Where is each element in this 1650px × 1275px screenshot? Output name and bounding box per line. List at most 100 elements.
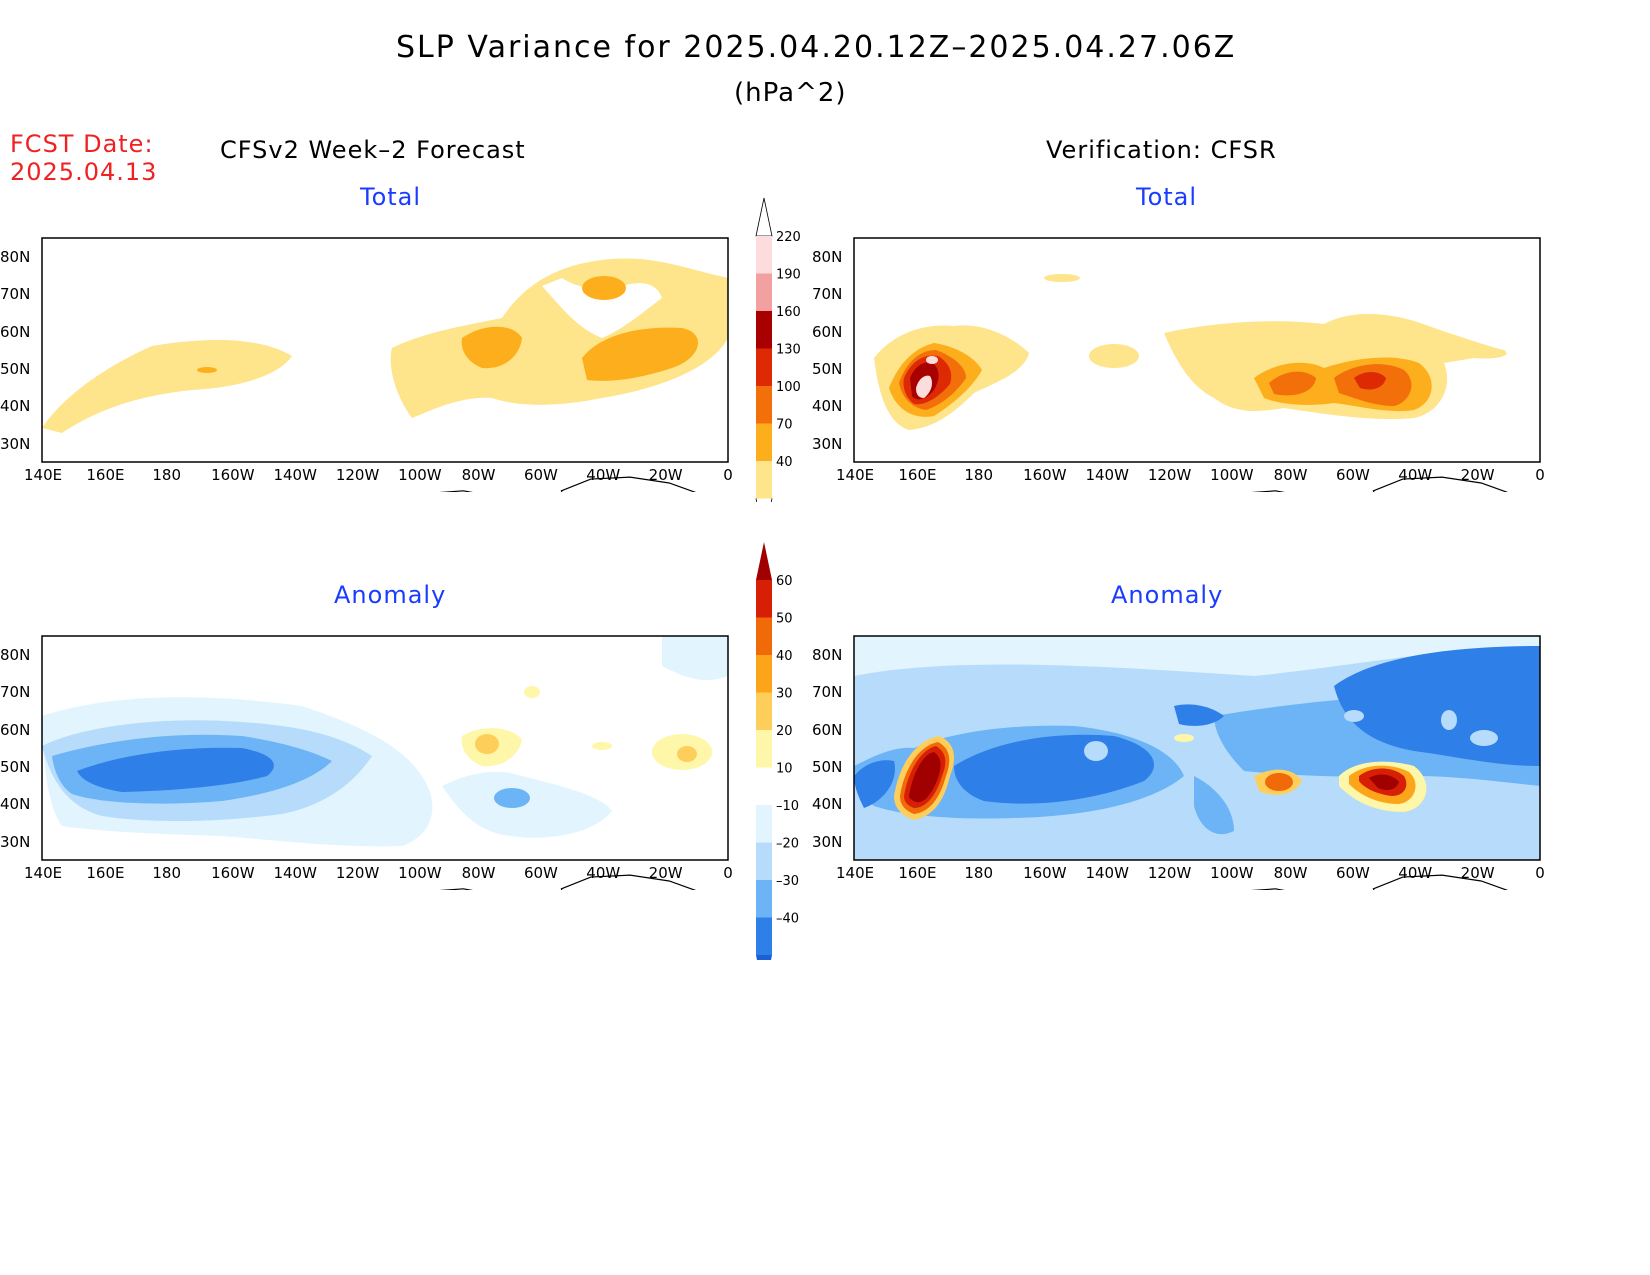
lon-tick-label: 0 xyxy=(723,466,733,484)
lon-tick-label: 140W xyxy=(273,864,317,882)
lat-tick-label: 70N xyxy=(812,683,843,701)
fcst-anomaly-map xyxy=(41,635,740,890)
lat-tick-label: 80N xyxy=(812,248,843,266)
lon-tick-label: 180 xyxy=(152,864,182,882)
colorbar-swatch xyxy=(756,730,772,768)
colorbar-swatch xyxy=(756,386,772,424)
lat-tick-label: 60N xyxy=(0,721,31,739)
lon-tick-label: 100W xyxy=(1210,864,1254,882)
units-label: (hPa^2) xyxy=(734,78,847,108)
colorbar-tick-label: 70 xyxy=(776,418,793,433)
colorbar-cap xyxy=(756,955,772,960)
lon-tick-label: 100W xyxy=(398,864,442,882)
fcst-anomaly-title: Anomaly xyxy=(334,581,447,609)
colorbar-tick-label: 160 xyxy=(776,305,801,320)
lat-tick-label: 80N xyxy=(0,646,31,664)
lon-tick-label: 160E xyxy=(898,466,937,484)
lon-tick-label: 160E xyxy=(86,466,125,484)
lon-tick-label: 0 xyxy=(723,864,733,882)
lon-tick-label: 20W xyxy=(648,864,683,882)
lat-tick-label: 50N xyxy=(812,360,843,378)
lon-tick-label: 20W xyxy=(1460,466,1495,484)
lon-tick-label: 0 xyxy=(1535,864,1545,882)
colorbar-swatch xyxy=(756,461,772,499)
colorbar-tick-label: 220 xyxy=(776,230,801,245)
colorbar-tick-label: –10 xyxy=(776,799,799,814)
lat-tick-label: 40N xyxy=(812,795,843,813)
fcst-date-caption: FCST Date: xyxy=(10,130,154,158)
lon-tick-label: 60W xyxy=(523,466,558,484)
colorbar-tick-label: 50 xyxy=(776,612,793,627)
lat-tick-label: 50N xyxy=(812,758,843,776)
lat-tick-label: 30N xyxy=(0,435,31,453)
lon-tick-label: 120W xyxy=(1147,864,1192,882)
colorbar-swatch xyxy=(756,917,772,955)
colorbar-tick-label: 40 xyxy=(776,649,793,664)
lat-tick-label: 30N xyxy=(812,435,843,453)
lat-tick-label: 50N xyxy=(0,758,31,776)
colorbar-tick-label: 190 xyxy=(776,268,801,283)
lon-tick-label: 60W xyxy=(1335,864,1370,882)
lon-tick-label: 180 xyxy=(964,466,994,484)
lon-tick-label: 80W xyxy=(461,466,496,484)
lon-tick-label: 160E xyxy=(898,864,937,882)
colorbar-swatch xyxy=(756,842,772,880)
ver-total-title: Total xyxy=(1136,183,1198,211)
fcst-total-contours xyxy=(42,258,728,433)
lat-tick-label: 50N xyxy=(0,360,31,378)
colorbar-swatch xyxy=(756,311,772,349)
ver-total-map xyxy=(853,237,1552,492)
lat-tick-label: 30N xyxy=(0,833,31,851)
ver-total-contours xyxy=(874,274,1507,430)
colorbar-swatch xyxy=(756,423,772,461)
lon-tick-label: 120W xyxy=(335,466,380,484)
colorbar-tick-label: 30 xyxy=(776,687,793,702)
lat-tick-label: 80N xyxy=(0,248,31,266)
lon-tick-label: 140W xyxy=(273,466,317,484)
colorbar-cap xyxy=(755,498,773,502)
colorbar-swatch xyxy=(756,655,772,693)
colorbar-tick-label: –40 xyxy=(776,912,799,927)
lon-tick-label: 120W xyxy=(335,864,380,882)
lon-tick-label: 140W xyxy=(1085,864,1129,882)
lon-tick-label: 160W xyxy=(211,864,255,882)
colorbar-swatch xyxy=(756,580,772,618)
fcst-total-map xyxy=(41,237,740,492)
lon-tick-label: 140W xyxy=(1085,466,1129,484)
colorbar-tick-label: 100 xyxy=(776,380,801,395)
lon-tick-label: 0 xyxy=(1535,466,1545,484)
lon-tick-label: 20W xyxy=(648,466,683,484)
lon-tick-label: 40W xyxy=(1398,864,1433,882)
fcst-date-label: FCST Date: 2025.04.13 xyxy=(10,130,157,186)
right-column-title: Verification: CFSR xyxy=(1046,136,1277,164)
lon-tick-label: 80W xyxy=(461,864,496,882)
lon-tick-label: 180 xyxy=(152,466,182,484)
anomaly-colorbar: 60 50 40 30 20 10 –10 –20 –30 –40 xyxy=(756,542,799,960)
colorbar-swatch xyxy=(756,617,772,655)
lon-tick-label: 60W xyxy=(1335,466,1370,484)
lon-tick-label: 160W xyxy=(211,466,255,484)
fcst-total-title: Total xyxy=(360,183,422,211)
colorbar-swatch xyxy=(756,348,772,386)
lat-tick-label: 80N xyxy=(812,646,843,664)
ver-anomaly-map xyxy=(853,635,1552,890)
lat-tick-label: 70N xyxy=(812,285,843,303)
fcst-date-value: 2025.04.13 xyxy=(10,158,158,186)
colorbar-swatch xyxy=(756,805,772,843)
lat-tick-label: 70N xyxy=(0,285,31,303)
lon-tick-label: 80W xyxy=(1273,864,1308,882)
fcst-anomaly-contours xyxy=(42,636,728,847)
lon-tick-label: 100W xyxy=(398,466,442,484)
lon-tick-label: 180 xyxy=(964,864,994,882)
colorbar-swatch xyxy=(756,692,772,730)
total-colorbar: 40 70 100 130 160 190 220 xyxy=(755,197,801,502)
ver-anomaly-contours xyxy=(854,646,1540,860)
colorbar-swatch xyxy=(756,880,772,918)
colorbar-cap xyxy=(756,542,772,580)
colorbar-tick-label: 10 xyxy=(776,762,793,777)
lon-tick-label: 20W xyxy=(1460,864,1495,882)
left-column-title: CFSv2 Week–2 Forecast xyxy=(220,136,526,164)
lat-tick-label: 40N xyxy=(812,397,843,415)
lon-tick-label: 80W xyxy=(1273,466,1308,484)
colorbar-tick-label: 40 xyxy=(776,455,793,470)
